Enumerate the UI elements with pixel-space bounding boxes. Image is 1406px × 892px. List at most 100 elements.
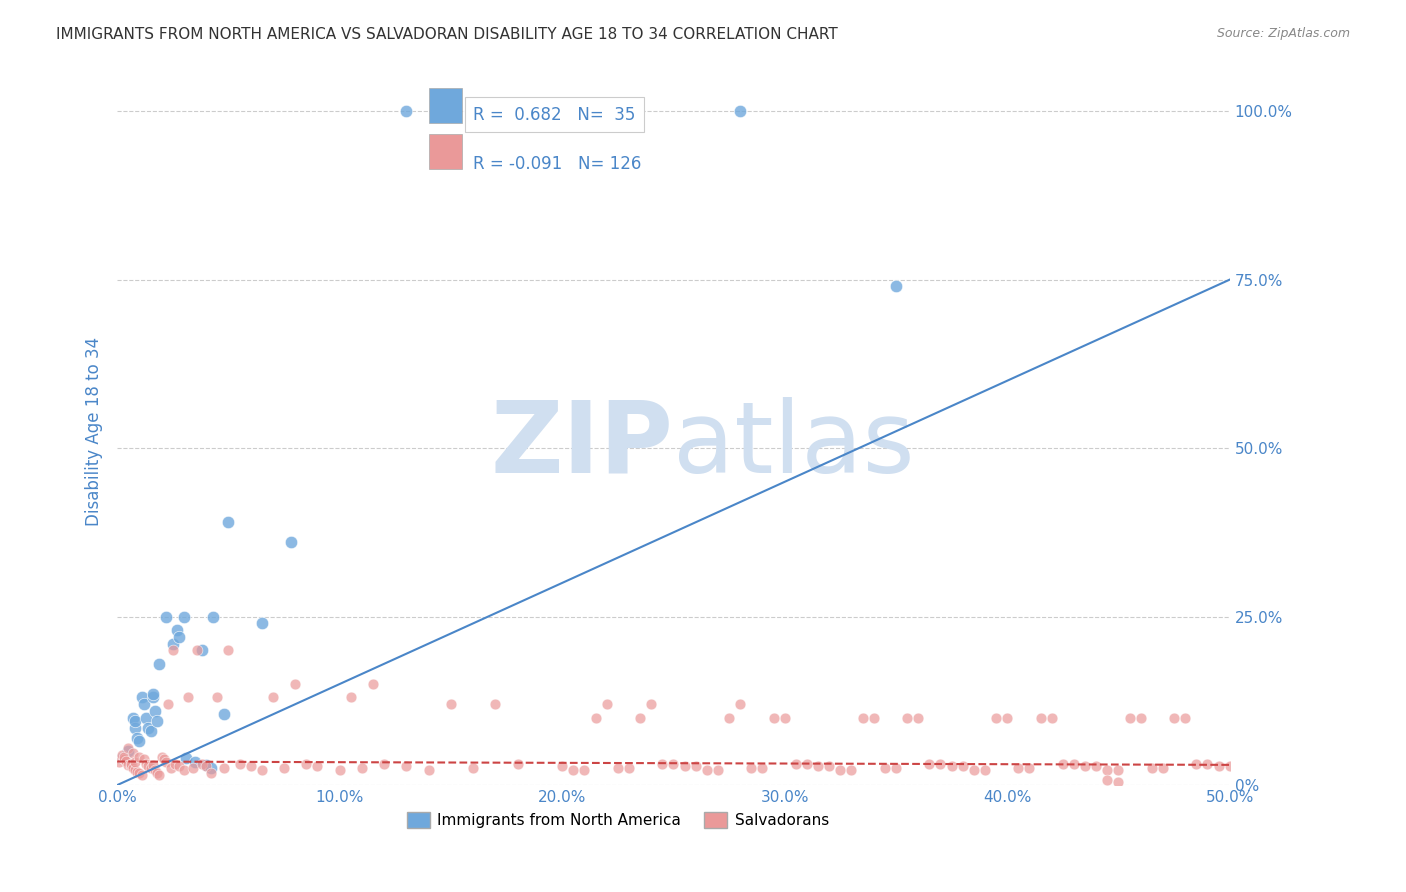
Point: [807, 759, 830, 773]
Point: [132, 752, 155, 766]
Text: R = -0.091   N= 126: R = -0.091 N= 126: [474, 155, 641, 173]
Point: [200, 761, 222, 775]
Point: [718, 711, 741, 725]
Point: [117, 757, 139, 772]
Point: [174, 751, 197, 765]
Point: [1152, 761, 1174, 775]
Point: [562, 764, 585, 778]
Point: [896, 711, 918, 725]
Point: [307, 759, 329, 773]
Point: [728, 104, 751, 119]
Point: [142, 687, 165, 701]
Point: [662, 756, 685, 771]
Point: [128, 749, 150, 764]
Point: [585, 711, 607, 725]
Point: [142, 690, 165, 705]
Point: [340, 690, 363, 705]
Point: [111, 751, 134, 765]
Point: [1174, 711, 1197, 725]
Point: [1163, 711, 1185, 725]
Y-axis label: Disability Age 18 to 34: Disability Age 18 to 34: [86, 336, 103, 525]
Point: [207, 690, 229, 705]
Point: [1097, 772, 1119, 787]
Point: [250, 616, 273, 631]
Point: [1007, 761, 1029, 775]
Point: [166, 623, 188, 637]
Point: [673, 759, 696, 773]
Point: [200, 766, 222, 780]
Point: [195, 759, 218, 773]
Point: [155, 609, 177, 624]
Point: [918, 756, 941, 771]
Point: [841, 764, 863, 778]
Point: [138, 721, 160, 735]
Point: [121, 711, 143, 725]
Point: [852, 711, 875, 725]
Text: Source: ZipAtlas.com: Source: ZipAtlas.com: [1216, 27, 1350, 40]
Point: [551, 759, 574, 773]
Point: [212, 707, 235, 722]
Point: [640, 697, 662, 711]
Point: [262, 690, 284, 705]
Point: [138, 759, 160, 773]
Point: [830, 764, 852, 778]
Point: [135, 711, 157, 725]
Point: [228, 756, 250, 771]
Point: [108, 755, 131, 769]
Point: [606, 761, 628, 775]
Point: [350, 761, 373, 775]
Point: [169, 759, 191, 773]
Legend: Immigrants from North America, Salvadorans: Immigrants from North America, Salvadora…: [401, 805, 835, 834]
Point: [195, 757, 218, 772]
Point: [159, 761, 181, 775]
Point: [941, 759, 963, 773]
Point: [463, 761, 485, 775]
Point: [132, 697, 155, 711]
Point: [574, 764, 596, 778]
Point: [143, 704, 166, 718]
Point: [873, 761, 896, 775]
FancyBboxPatch shape: [429, 88, 463, 123]
Text: R =  0.682   N=  35: R = 0.682 N= 35: [474, 106, 636, 124]
Point: [142, 757, 165, 772]
Point: [440, 697, 463, 711]
Point: [127, 764, 149, 779]
Point: [190, 756, 212, 771]
Point: [181, 761, 204, 775]
Point: [1140, 761, 1163, 775]
Point: [124, 764, 146, 778]
Point: [184, 755, 207, 769]
Point: [146, 714, 169, 728]
Point: [173, 609, 195, 624]
Point: [155, 755, 177, 769]
Point: [862, 711, 884, 725]
Point: [952, 759, 974, 773]
Point: [1052, 756, 1074, 771]
Point: [148, 657, 170, 671]
Point: [124, 721, 146, 735]
Point: [111, 751, 134, 765]
Point: [395, 759, 418, 773]
Point: [1097, 764, 1119, 778]
Point: [596, 697, 619, 711]
Point: [1118, 711, 1140, 725]
Point: [329, 764, 352, 778]
Point: [162, 643, 184, 657]
Point: [190, 643, 212, 657]
Point: [121, 746, 143, 760]
Point: [117, 744, 139, 758]
Point: [818, 759, 841, 773]
Point: [115, 754, 138, 768]
Point: [217, 643, 239, 657]
Point: [929, 756, 952, 771]
Point: [740, 761, 762, 775]
Point: [135, 756, 157, 771]
Point: [186, 643, 208, 657]
Point: [128, 766, 150, 780]
Point: [984, 711, 1007, 725]
Point: [112, 749, 135, 764]
Point: [177, 690, 200, 705]
Point: [696, 764, 718, 778]
Point: [127, 731, 149, 745]
Point: [150, 749, 173, 764]
